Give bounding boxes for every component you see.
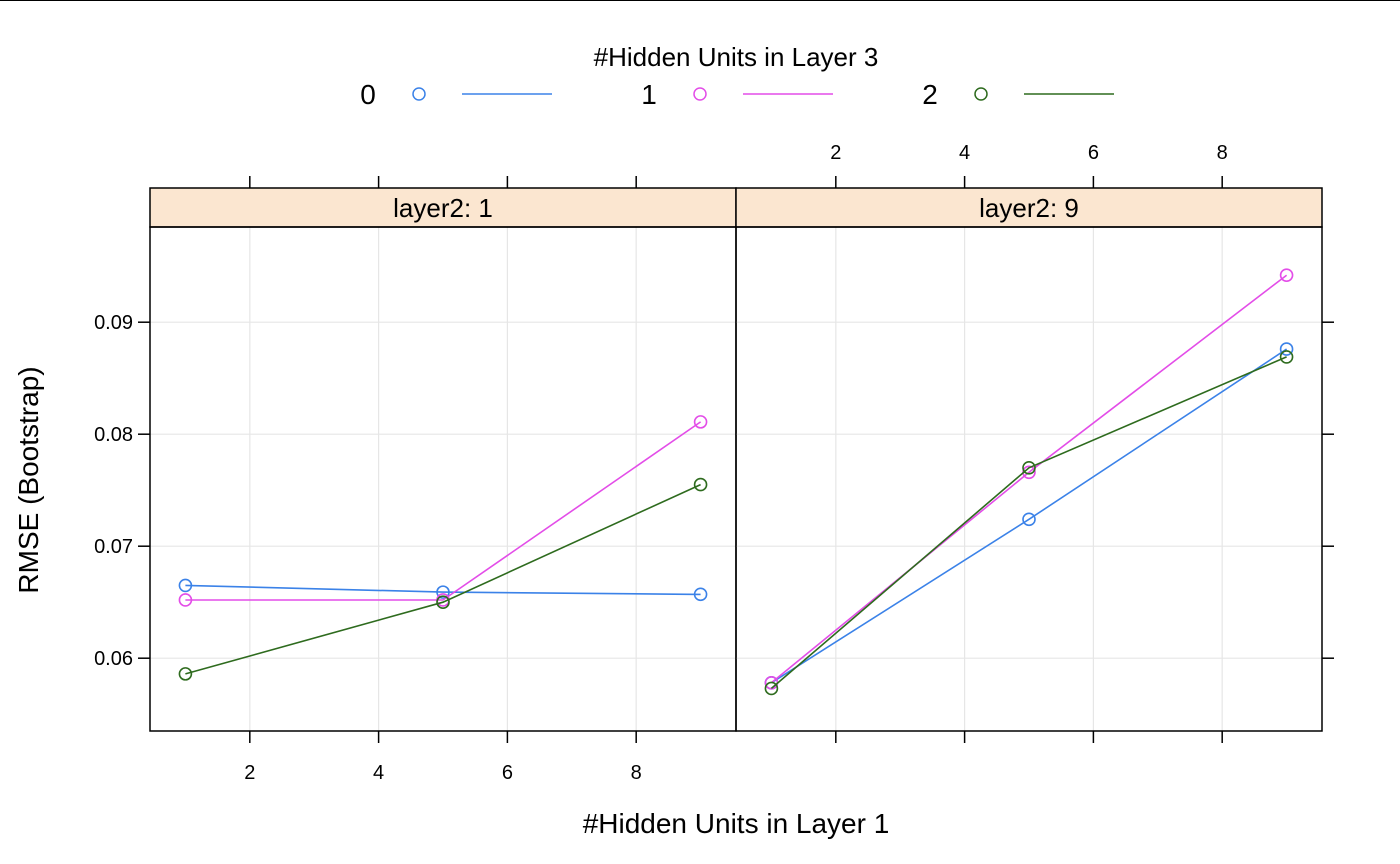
series-line-0 <box>770 348 1288 684</box>
legend-marker-0 <box>412 87 426 101</box>
legend-label-1: 1 <box>641 79 657 110</box>
legend-marker-2 <box>974 87 988 101</box>
strip-label: layer2: 1 <box>393 193 493 223</box>
y-tick-label: 0.06 <box>94 648 133 670</box>
y-tick-label: 0.09 <box>94 312 133 334</box>
data-point-0 <box>1022 512 1036 527</box>
y-tick-label: 0.07 <box>94 536 133 558</box>
y-axis-label: RMSE (Bootstrap) <box>13 366 44 593</box>
legend-title: #Hidden Units in Layer 3 <box>594 42 879 72</box>
x-tick-label: 4 <box>959 142 970 164</box>
panel-frame <box>735 226 1323 732</box>
data-point-2 <box>436 595 450 610</box>
series-line-2 <box>185 483 701 675</box>
panel-2: layer2: 9 2 4 6 8 <box>735 142 1334 743</box>
plot-area: layer2: 1 2 4 6 8 0.06 0.07 0.08 0.09 layer2: 9 2 4… <box>94 142 1334 784</box>
data-point-2 <box>178 667 193 681</box>
x-tick-label: 6 <box>1088 142 1099 164</box>
legend: 0 1 2 <box>360 79 1114 110</box>
data-point-2 <box>693 477 708 492</box>
x-tick-label: 2 <box>830 142 841 164</box>
data-point-0 <box>436 585 450 599</box>
data-point-0 <box>1279 342 1294 356</box>
legend-label-0: 0 <box>360 79 376 110</box>
strip-background <box>735 187 1323 228</box>
series-line-1 <box>770 274 1288 684</box>
series-line-2 <box>770 356 1287 690</box>
strip-background <box>149 187 737 228</box>
x-tick-label: 4 <box>373 762 384 784</box>
series-line-0 <box>185 584 701 596</box>
x-tick-label: 2 <box>244 762 255 784</box>
data-point-0 <box>693 587 708 602</box>
data-point-2 <box>1022 460 1036 475</box>
data-point-1 <box>693 415 708 429</box>
data-point-1 <box>178 593 193 607</box>
x-tick-label: 8 <box>1217 142 1228 164</box>
data-point-1 <box>1279 268 1294 282</box>
y-tick-label: 0.08 <box>94 424 133 446</box>
series-line-1 <box>185 421 702 601</box>
data-point-0 <box>178 578 193 593</box>
data-point-2 <box>764 681 779 696</box>
strip-label: layer2: 9 <box>979 193 1079 223</box>
x-tick-label: 8 <box>631 762 642 784</box>
data-point-2 <box>1279 350 1294 364</box>
legend-marker-1 <box>693 87 707 101</box>
x-tick-label: 6 <box>502 762 513 784</box>
x-axis-label: #Hidden Units in Layer 1 <box>583 808 890 839</box>
legend-label-2: 2 <box>922 79 938 110</box>
panel-frame <box>149 226 737 732</box>
panel-1: layer2: 1 2 4 6 8 0.06 0.07 0.08 0.09 <box>94 176 737 784</box>
